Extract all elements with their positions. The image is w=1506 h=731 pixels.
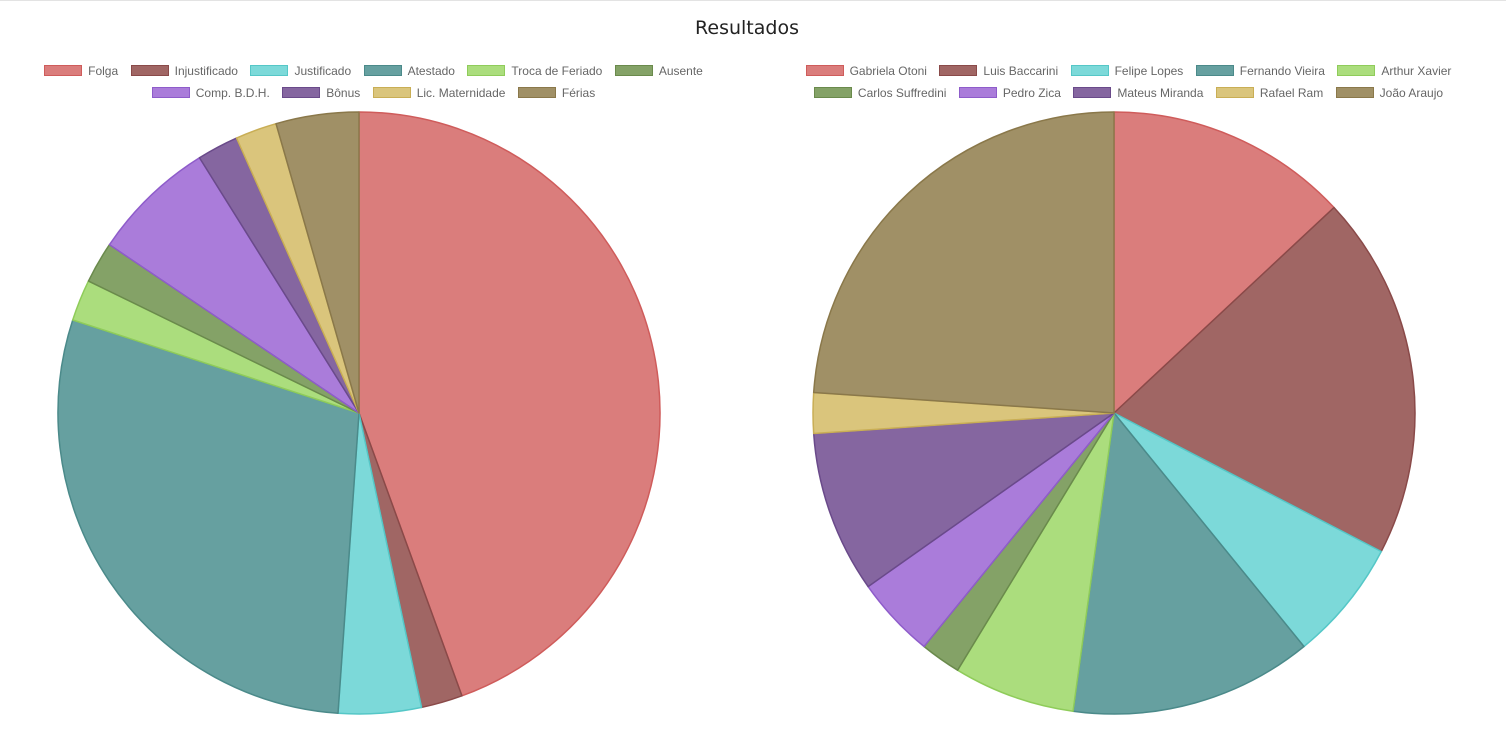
- legend-swatch: [958, 87, 997, 99]
- pie-chart: [812, 111, 1416, 715]
- legend-item[interactable]: Fernando Vieira: [1195, 60, 1325, 82]
- legend-label: Bônus: [326, 86, 361, 101]
- legend-label: Ausente: [658, 64, 703, 78]
- legend-row: Comp. B.D.H. Bônus Lic. Maternidade Féri…: [10, 82, 737, 104]
- chart-panel-funcionarios: Gabriela Otoni Luis Baccarini Felipe Lop…: [755, 60, 1502, 731]
- pie-chart: [57, 111, 661, 715]
- legend: Folga Injustificado Justificado Atestado…: [10, 60, 737, 104]
- legend-row: Folga Injustificado Justificado Atestado…: [10, 60, 737, 82]
- legend-item[interactable]: Carlos Suffredini: [813, 82, 947, 104]
- legend-swatch: [939, 65, 978, 76]
- top-border: [0, 0, 1506, 1]
- page-title: Resultados: [695, 17, 799, 39]
- pie-slice-4[interactable]: [57, 319, 360, 715]
- legend-item[interactable]: Férias: [517, 82, 596, 104]
- legend-item[interactable]: Injustificado: [130, 60, 238, 82]
- legend-item[interactable]: Justificado: [250, 60, 351, 82]
- legend-swatch: [805, 65, 844, 76]
- legend-swatch: [614, 65, 653, 76]
- legend-label: João Araujo: [1379, 86, 1444, 101]
- legend-label: Injustificado: [174, 64, 238, 78]
- pie-slice-5[interactable]: [956, 412, 1115, 712]
- pie-slice-2[interactable]: [1113, 206, 1416, 553]
- legend-label: Carlos Suffredini: [857, 86, 947, 101]
- legend-item[interactable]: Folga: [44, 60, 118, 82]
- pie-slice-1[interactable]: [1113, 111, 1335, 414]
- legend-swatch: [44, 65, 83, 76]
- legend-item[interactable]: Luis Baccarini: [939, 60, 1058, 82]
- legend-item[interactable]: Mateus Miranda: [1073, 82, 1203, 104]
- legend-item[interactable]: Rafael Ram: [1215, 82, 1324, 104]
- legend-item[interactable]: Troca de Feriado: [467, 60, 602, 82]
- legend-item[interactable]: Pedro Zica: [958, 82, 1061, 104]
- legend: Gabriela Otoni Luis Baccarini Felipe Lop…: [765, 60, 1492, 104]
- legend-swatch: [517, 87, 556, 99]
- legend-label: Lic. Maternidade: [416, 86, 506, 101]
- legend-swatch: [1073, 87, 1112, 99]
- legend-item[interactable]: Comp. B.D.H.: [151, 82, 270, 104]
- pie-slice-10[interactable]: [812, 111, 1115, 414]
- legend-label: Gabriela Otoni: [849, 64, 927, 78]
- pie-slice-8[interactable]: [812, 412, 1115, 588]
- legend-label: Rafael Ram: [1259, 86, 1324, 101]
- legend-row: Carlos Suffredini Pedro Zica Mateus Mira…: [765, 82, 1492, 104]
- pie-slice-10[interactable]: [275, 111, 360, 414]
- legend-label: Fernando Vieira: [1239, 64, 1325, 78]
- legend-swatch: [1195, 65, 1234, 76]
- legend-label: Folga: [88, 64, 119, 78]
- legend-swatch: [130, 65, 169, 76]
- pie-slice-1[interactable]: [358, 111, 661, 697]
- legend-item[interactable]: João Araujo: [1335, 82, 1444, 104]
- legend-label: Comp. B.D.H.: [195, 86, 270, 101]
- legend-label: Troca de Feriado: [511, 64, 603, 78]
- legend-swatch: [1070, 65, 1109, 76]
- legend-item[interactable]: Gabriela Otoni: [805, 60, 927, 82]
- legend-label: Mateus Miranda: [1117, 86, 1204, 101]
- legend-item[interactable]: Lic. Maternidade: [372, 82, 506, 104]
- legend-label: Justificado: [294, 64, 352, 78]
- legend-label: Férias: [561, 86, 596, 101]
- legend-swatch: [1337, 65, 1376, 76]
- legend-item[interactable]: Ausente: [614, 60, 703, 82]
- legend-label: Atestado: [407, 64, 455, 78]
- legend-swatch: [813, 87, 852, 99]
- pie-slice-7[interactable]: [108, 156, 360, 414]
- legend-swatch: [372, 87, 411, 99]
- legend-label: Pedro Zica: [1002, 86, 1061, 101]
- legend-label: Felipe Lopes: [1114, 64, 1184, 78]
- legend-swatch: [467, 65, 506, 76]
- pie-slice-4[interactable]: [1072, 412, 1305, 715]
- legend-swatch: [282, 87, 321, 99]
- legend-swatch: [250, 65, 289, 76]
- legend-swatch: [1215, 87, 1254, 99]
- legend-label: Arthur Xavier: [1381, 64, 1452, 78]
- legend-row: Gabriela Otoni Luis Baccarini Felipe Lop…: [765, 60, 1492, 82]
- legend-item[interactable]: Bônus: [282, 82, 360, 104]
- chart-panel-motivos: Folga Injustificado Justificado Atestado…: [0, 60, 747, 731]
- pie-slice-3[interactable]: [1113, 412, 1382, 648]
- legend-item[interactable]: Arthur Xavier: [1337, 60, 1451, 82]
- legend-swatch: [151, 87, 190, 99]
- legend-swatch: [1335, 87, 1374, 99]
- legend-swatch: [363, 65, 402, 76]
- legend-label: Luis Baccarini: [983, 64, 1059, 78]
- legend-item[interactable]: Atestado: [363, 60, 455, 82]
- legend-item[interactable]: Felipe Lopes: [1070, 60, 1184, 82]
